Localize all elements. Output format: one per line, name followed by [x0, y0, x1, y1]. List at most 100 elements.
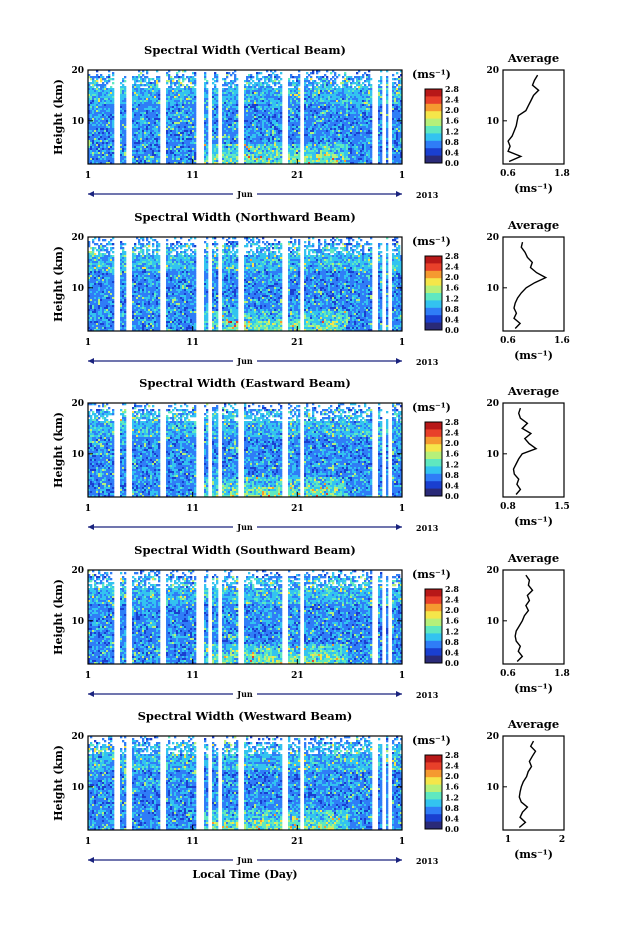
heatmap-cell: [362, 158, 365, 161]
heatmap-cell: [132, 150, 135, 153]
heatmap-cell: [92, 158, 95, 161]
heatmap-cell: [182, 110, 185, 113]
heatmap-cell: [328, 142, 331, 145]
heatmap-cell: [304, 88, 307, 91]
heatmap-cell: [308, 140, 311, 143]
heatmap-cell: [368, 110, 371, 113]
heatmap-cell: [342, 80, 345, 83]
heatmap-cell: [216, 78, 219, 81]
heatmap-cell: [340, 158, 343, 161]
heatmap-cell: [124, 124, 127, 127]
heatmap-cell: [156, 160, 159, 163]
heatmap-cell: [140, 150, 143, 153]
heatmap-cell: [96, 100, 99, 103]
heatmap-cell: [256, 114, 259, 117]
heatmap-cell: [274, 146, 277, 149]
heatmap-cell: [170, 90, 173, 93]
heatmap-cell: [146, 116, 149, 119]
heatmap-cell: [354, 76, 357, 79]
heatmap-cell: [332, 94, 335, 97]
heatmap-cell: [100, 118, 103, 121]
heatmap-cell: [226, 150, 229, 153]
heatmap-cell: [230, 80, 233, 83]
heatmap-cell: [298, 98, 301, 101]
heatmap-cell: [322, 140, 325, 143]
heatmap-cell: [254, 120, 257, 123]
heatmap-cell: [252, 100, 255, 103]
heatmap-cell: [148, 120, 151, 123]
heatmap-cell: [176, 96, 179, 99]
heatmap-cell: [186, 138, 189, 141]
heatmap-cell: [330, 144, 333, 147]
heatmap-cell: [346, 150, 349, 153]
heatmap-cell: [178, 118, 181, 121]
heatmap-cell: [364, 94, 367, 97]
heatmap-cell: [222, 130, 225, 133]
heatmap-cell: [230, 92, 233, 95]
heatmap-cell: [188, 142, 191, 145]
heatmap-cell: [182, 118, 185, 121]
heatmap-cell: [248, 84, 251, 87]
heatmap-cell: [356, 78, 359, 81]
heatmap-cell: [332, 110, 335, 113]
heatmap-cell: [172, 114, 175, 117]
heatmap-cell: [316, 152, 319, 155]
heatmap-cell: [322, 90, 325, 93]
heatmap-cell: [100, 80, 103, 83]
heatmap-cell: [268, 108, 271, 111]
heatmap-cell: [176, 128, 179, 131]
heatmap-cell: [334, 74, 337, 77]
heatmap-cell: [264, 138, 267, 141]
heatmap-cell: [170, 152, 173, 155]
heatmap-cell: [362, 104, 365, 107]
heatmap-cell: [330, 84, 333, 87]
heatmap-cell: [378, 88, 381, 91]
heatmap-cell: [276, 110, 279, 113]
heatmap-cell: [338, 88, 341, 91]
heatmap-cell: [98, 96, 101, 99]
heatmap-cell: [142, 152, 145, 155]
heatmap-cell: [364, 106, 367, 109]
heatmap-cell: [214, 104, 217, 107]
heatmap-cell: [270, 86, 273, 89]
heatmap-cell: [330, 98, 333, 101]
heatmap-cell: [278, 142, 281, 145]
heatmap-cell: [138, 152, 141, 155]
heatmap-cell: [236, 156, 239, 159]
heatmap-cell: [136, 88, 139, 91]
heatmap-cell: [124, 76, 127, 79]
heatmap-cell: [344, 128, 347, 131]
heatmap-cell: [188, 162, 191, 164]
heatmap-cell: [266, 160, 269, 163]
heatmap-cell: [258, 162, 261, 164]
heatmap-cell: [174, 128, 177, 131]
heatmap-cell: [186, 118, 189, 121]
heatmap-cell: [272, 96, 275, 99]
heatmap-cell: [236, 114, 239, 117]
heatmap-cell: [110, 148, 113, 151]
heatmap-cell: [322, 76, 325, 79]
heatmap-cell: [96, 88, 99, 91]
heatmap-cell: [250, 138, 253, 141]
heatmap-cell: [134, 108, 137, 111]
heatmap-cell: [292, 160, 295, 163]
heatmap-cell: [298, 96, 301, 99]
heatmap-cell: [364, 162, 367, 164]
heatmap-cell: [92, 128, 95, 131]
heatmap-cell: [156, 80, 159, 83]
heatmap-cell: [336, 96, 339, 99]
heatmap-cell: [190, 86, 193, 89]
heatmap-cell: [94, 116, 97, 119]
heatmap-cell: [192, 100, 195, 103]
heatmap-cell: [258, 92, 261, 95]
heatmap-cell: [306, 148, 309, 151]
heatmap-cell: [138, 90, 141, 93]
heatmap-cell: [296, 104, 299, 107]
heatmap-cell: [158, 148, 161, 151]
heatmap-cell: [254, 140, 257, 143]
heatmap-cell: [328, 136, 331, 139]
heatmap-cell: [168, 144, 171, 147]
heatmap-cell: [174, 152, 177, 155]
heatmap-cell: [150, 82, 153, 85]
heatmap-cell: [244, 118, 247, 121]
